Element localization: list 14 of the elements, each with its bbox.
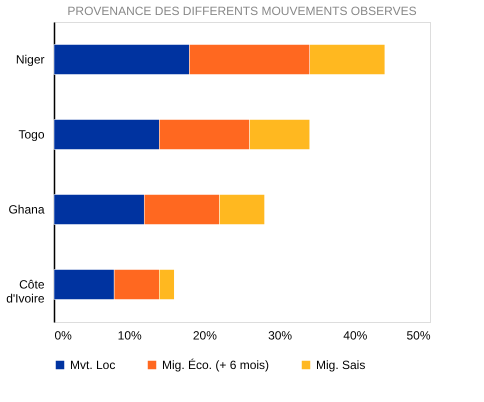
y-tick-label: Togo xyxy=(18,128,45,142)
x-tick-label: 20% xyxy=(192,328,218,342)
legend-label: Mig. Sais xyxy=(316,358,366,372)
x-tick-label: 10% xyxy=(118,328,142,342)
legend-label: Mig. Éco. (+ 6 mois) xyxy=(162,358,270,372)
y-tick-label: Niger xyxy=(16,52,44,66)
legend-label: Mvt. Loc xyxy=(70,358,116,372)
chart-title: PROVENANCE DES DIFFERENTS MOUVEMENTS OBSERVES xyxy=(67,4,417,18)
y-tick-label: Ghana xyxy=(8,202,45,216)
y-tick-label: Côte d'Ivoire xyxy=(6,278,45,306)
x-tick-label: 0% xyxy=(54,328,72,342)
x-tick-label: 30% xyxy=(268,328,292,342)
x-tick-label: 50% xyxy=(406,328,431,342)
x-tick-label: 40% xyxy=(343,328,368,342)
